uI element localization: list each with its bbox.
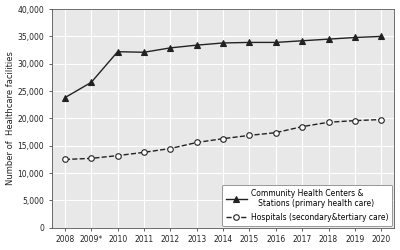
Hospitals (secondary&tertiary care)	[274, 131, 278, 134]
Y-axis label: Number of  Healthcare facilities: Number of Healthcare facilities	[6, 52, 14, 185]
Community Health Centers &
   Stations (primary health care)	[352, 36, 357, 39]
Hospitals (secondary&tertiary care)	[300, 125, 304, 128]
Hospitals (secondary&tertiary care)	[221, 137, 226, 140]
Hospitals (secondary&tertiary care)	[352, 119, 357, 122]
Community Health Centers &
   Stations (primary health care)	[62, 96, 67, 99]
Community Health Centers &
   Stations (primary health care)	[89, 81, 94, 84]
Community Health Centers &
   Stations (primary health care)	[326, 38, 331, 41]
Community Health Centers &
   Stations (primary health care)	[300, 39, 304, 42]
Hospitals (secondary&tertiary care)	[142, 151, 146, 154]
Hospitals (secondary&tertiary care)	[89, 157, 94, 160]
Community Health Centers &
   Stations (primary health care)	[142, 51, 146, 54]
Community Health Centers &
   Stations (primary health care)	[379, 35, 384, 38]
Community Health Centers &
   Stations (primary health care)	[247, 41, 252, 44]
Line: Hospitals (secondary&tertiary care): Hospitals (secondary&tertiary care)	[62, 117, 384, 162]
Hospitals (secondary&tertiary care)	[379, 118, 384, 121]
Hospitals (secondary&tertiary care)	[115, 154, 120, 157]
Hospitals (secondary&tertiary care)	[62, 158, 67, 161]
Hospitals (secondary&tertiary care)	[247, 134, 252, 137]
Hospitals (secondary&tertiary care)	[168, 147, 173, 150]
Community Health Centers &
   Stations (primary health care)	[168, 46, 173, 50]
Community Health Centers &
   Stations (primary health care)	[115, 50, 120, 53]
Legend: Community Health Centers &
   Stations (primary health care), Hospitals (seconda: Community Health Centers & Stations (pri…	[222, 185, 392, 226]
Community Health Centers &
   Stations (primary health care)	[274, 41, 278, 44]
Hospitals (secondary&tertiary care)	[326, 121, 331, 124]
Community Health Centers &
   Stations (primary health care)	[194, 44, 199, 47]
Hospitals (secondary&tertiary care)	[194, 141, 199, 144]
Community Health Centers &
   Stations (primary health care)	[221, 42, 226, 44]
Line: Community Health Centers &
   Stations (primary health care): Community Health Centers & Stations (pri…	[62, 34, 384, 100]
